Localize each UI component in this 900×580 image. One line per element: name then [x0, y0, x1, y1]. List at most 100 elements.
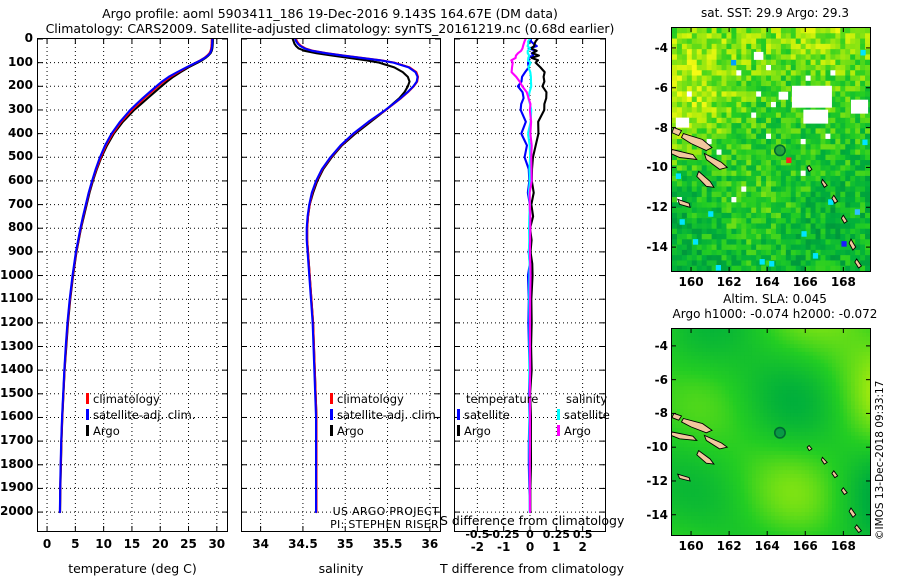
legend-item-temperature-satellite: satellite [457, 408, 510, 422]
legend-item-temperature-argo: Argo [457, 424, 491, 438]
depth-tick-0: 0 [24, 31, 33, 45]
depth-tick-1100: 1100 [0, 291, 34, 306]
sla-lat-tick--12: -12 [646, 473, 668, 488]
legend-swatch [330, 425, 333, 436]
depth-tick-1800: 1800 [0, 456, 34, 471]
temperature-tick-5: 5 [71, 537, 80, 551]
legend-swatch [457, 425, 460, 436]
copyright-text: ©IMOS 13-Dec-2018 09:33:17 [874, 380, 886, 540]
sst-lat-tick--10: -10 [646, 160, 668, 175]
temperature-profile-panel [37, 38, 228, 532]
depth-tick-600: 600 [7, 172, 33, 187]
legend-label: Argo [337, 424, 364, 438]
depth-tick-1700: 1700 [0, 433, 34, 448]
legend-label: climatology [337, 392, 404, 406]
sla-map[interactable] [671, 328, 871, 536]
legend-item-salinity-argo: Argo [557, 424, 591, 438]
temperature-tick-25: 25 [180, 537, 197, 551]
temperature-tick-0: 0 [42, 537, 52, 551]
sla-lat-tick--6: -6 [654, 372, 668, 387]
depth-tick-500: 500 [7, 149, 33, 164]
temperature-diff-tick-1: 1 [552, 540, 561, 554]
sla-map-canvas [672, 329, 870, 535]
sla-lon-tick-168: 168 [830, 539, 856, 553]
sst-lat-tick--8: -8 [654, 120, 668, 135]
sst-lon-tick-162: 162 [716, 275, 742, 289]
legend-swatch [86, 425, 89, 436]
difference-profile-panel [454, 38, 606, 532]
sst-map-canvas [672, 28, 870, 271]
sst-lon-tick-164: 164 [754, 275, 780, 289]
legend-label: satellite [564, 408, 610, 422]
legend-swatch [557, 425, 560, 436]
legend-item-climatology: climatology [86, 392, 160, 406]
sla-lat-tick--14: -14 [646, 507, 668, 522]
depth-tick-1900: 1900 [0, 480, 34, 495]
salinity-axis-title: salinity [318, 561, 364, 576]
salinity-diff-tick-0.25: 0.25 [542, 528, 570, 541]
salinity-diff-tick--0.25: -0.25 [487, 528, 520, 541]
salinity-tick-36: 36 [421, 537, 439, 551]
depth-tick-1300: 1300 [0, 338, 34, 353]
legend-item-satellite-adj-clim-: satellite-adj. clim. [330, 408, 439, 422]
salinity-tick-35.5: 35.5 [372, 537, 403, 551]
salinity-diff-tick-0.5: 0.5 [572, 528, 593, 541]
sst-lon-tick-160: 160 [678, 275, 704, 289]
sst-map[interactable] [671, 27, 871, 272]
salinity-profile-panel [241, 38, 441, 532]
temperature-profile-plot [38, 39, 227, 531]
sst-lon-tick-166: 166 [792, 275, 818, 289]
salinity-profile-plot [242, 39, 440, 531]
salinity-difference-axis-title: S difference from climatology [440, 513, 625, 528]
legend-item-satellite-adj-clim-: satellite-adj. clim. [86, 408, 195, 422]
temperature-diff-tick-0: 0 [525, 540, 535, 554]
sla-lat-tick--8: -8 [654, 406, 668, 421]
legend-swatch [330, 393, 333, 404]
credit-line2: PI: STEPHEN RISER [330, 518, 439, 531]
sla-lat-tick--4: -4 [654, 338, 668, 353]
legend-label: satellite-adj. clim. [337, 408, 440, 422]
legend-label: Argo [464, 424, 491, 438]
depth-tick-1200: 1200 [0, 314, 34, 329]
legend-label: satellite [464, 408, 510, 422]
legend-item-argo: Argo [86, 424, 120, 438]
sla-lon-tick-160: 160 [678, 539, 704, 553]
salinity-tick-34: 34 [252, 537, 269, 551]
temperature-tick-15: 15 [123, 537, 141, 551]
depth-tick-1000: 1000 [0, 267, 34, 282]
legend-group-title-salinity: salinity [566, 392, 608, 406]
legend-label: Argo [564, 424, 591, 438]
depth-tick-400: 400 [7, 125, 33, 140]
depth-tick-700: 700 [7, 196, 33, 211]
temperature-tick-20: 20 [151, 537, 169, 551]
difference-profile-plot [455, 39, 605, 531]
depth-tick-800: 800 [7, 220, 33, 235]
page-title-line1: Argo profile: aoml 5903411_186 19-Dec-20… [102, 6, 558, 21]
legend-swatch [86, 393, 89, 404]
salinity-tick-35: 35 [336, 537, 354, 551]
sst-lon-tick-168: 168 [830, 275, 856, 289]
sst-map-title: sat. SST: 29.9 Argo: 29.3 [700, 6, 850, 20]
depth-tick-100: 100 [7, 54, 33, 69]
sla-map-title-line1: Altim. SLA: 0.045 [723, 292, 827, 306]
sst-lat-tick--14: -14 [646, 240, 668, 255]
sst-lat-tick--6: -6 [654, 80, 668, 95]
depth-tick-1500: 1500 [0, 385, 34, 400]
temperature-diff-tick--1: -1 [497, 540, 511, 554]
depth-tick-1600: 1600 [0, 409, 34, 424]
temperature-diff-tick--2: -2 [470, 540, 485, 554]
salinity-diff-tick-0: 0 [526, 528, 534, 541]
legend-swatch [457, 409, 460, 420]
sla-lat-tick--10: -10 [646, 440, 668, 455]
salinity-tick-34.5: 34.5 [288, 537, 318, 551]
legend-swatch [86, 409, 89, 420]
salinity-diff-tick--0.5: -0.5 [465, 528, 490, 541]
depth-tick-300: 300 [7, 101, 33, 116]
sst-lat-tick--4: -4 [654, 40, 668, 55]
temperature-difference-axis-title: T difference from climatology [440, 561, 625, 576]
depth-tick-200: 200 [7, 78, 33, 93]
depth-tick-2000: 2000 [0, 504, 34, 519]
sla-lon-tick-166: 166 [792, 539, 818, 553]
depth-tick-1400: 1400 [0, 362, 34, 377]
legend-item-climatology: climatology [330, 392, 404, 406]
